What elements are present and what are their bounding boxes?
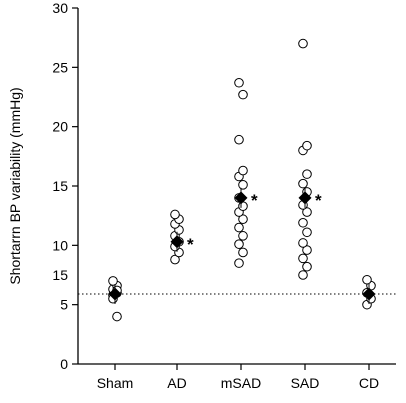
data-point: [302, 169, 312, 179]
y-tick-label: 15: [52, 178, 68, 194]
data-point: [298, 270, 308, 280]
significance-star: *: [187, 235, 194, 254]
data-point: [234, 134, 244, 145]
x-category-label: CD: [359, 375, 379, 391]
data-point: [302, 261, 312, 272]
x-category-label: AD: [167, 375, 186, 391]
data-point: [298, 238, 308, 248]
data-point: [362, 274, 372, 285]
data-point: [238, 180, 248, 190]
data-point: [238, 165, 248, 176]
data-point: [238, 89, 248, 100]
significance-star: *: [315, 191, 322, 210]
data-point: [238, 247, 248, 258]
data-point: [298, 253, 308, 264]
data-point: [298, 217, 308, 228]
labels: Sham AD mSAD SAD CD Shortarrn BP variability …: [7, 87, 379, 391]
data-point: [170, 254, 180, 265]
data-point: [234, 222, 244, 233]
x-category-label: SAD: [291, 375, 320, 391]
y-tick-label: 0: [60, 356, 68, 372]
y-tick-label: 5: [60, 297, 68, 313]
data-point: [238, 214, 248, 225]
data-point: [298, 178, 308, 189]
mean-markers: * * *: [108, 187, 376, 304]
data-point: [302, 245, 312, 255]
data-point: [234, 77, 244, 88]
data-point: [234, 239, 244, 249]
y-tick-label: 20: [52, 119, 68, 135]
data-point: [238, 231, 248, 241]
data-point: [170, 209, 180, 220]
y-tick-label: 10: [52, 237, 68, 253]
y-tick-label: 30: [52, 0, 68, 16]
data-point: [234, 258, 244, 268]
data-points: [108, 38, 376, 322]
x-category-label: mSAD: [221, 375, 261, 391]
data-point: [302, 207, 312, 217]
x-category-label: Sham: [97, 375, 134, 391]
data-point: [302, 140, 312, 151]
axes: 0 5 15 10 15 20 25 30: [52, 0, 396, 372]
y-axis-label: Shortarrn BP variability (mmHg): [7, 87, 23, 284]
data-point: [112, 311, 122, 322]
data-point: [298, 38, 308, 49]
data-point: [302, 227, 312, 238]
significance-star: *: [251, 191, 258, 210]
y-tick-label: 15: [52, 267, 68, 283]
data-point: [108, 276, 118, 286]
y-tick-label: 25: [52, 59, 68, 75]
